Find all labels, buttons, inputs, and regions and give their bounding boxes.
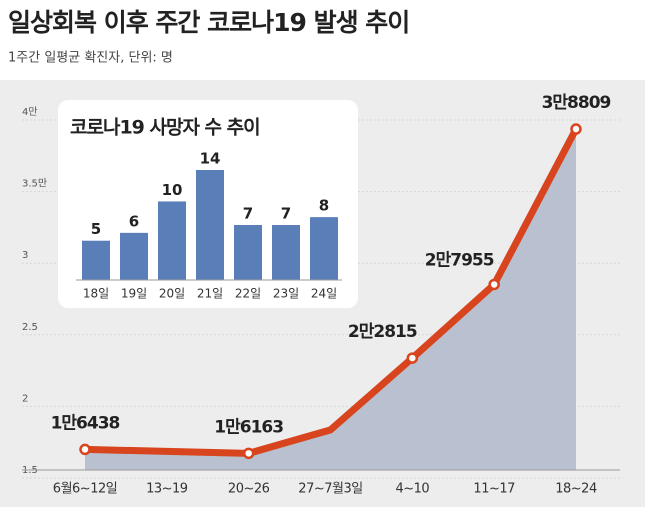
point — [79, 443, 91, 456]
bar — [82, 240, 110, 280]
x-tick-label: 13~19 — [146, 482, 188, 497]
x-tick-label: 11~17 — [473, 482, 515, 497]
bar-category-label: 23일 — [273, 287, 299, 301]
bar-category-label: 22일 — [235, 287, 261, 301]
x-tick-label: 27~7월3일 — [298, 482, 362, 497]
bar — [158, 201, 186, 280]
bar — [272, 225, 300, 280]
point — [242, 447, 255, 460]
title: 일상회복 이후 주간 코로나19 발생 추이 — [8, 8, 409, 37]
x-tick-label: 4~10 — [395, 482, 429, 497]
y-tick-label: 4만 — [22, 106, 38, 118]
x-tick-label: 18~24 — [555, 482, 597, 497]
bar-value-label: 6 — [129, 212, 139, 230]
bar-category-label: 21일 — [197, 287, 223, 301]
point — [406, 352, 419, 364]
value-label: 1만6438 — [51, 413, 120, 433]
bar-value-label: 5 — [91, 220, 101, 238]
y-tick-label: 2.5 — [22, 322, 38, 333]
subtitle: 1주간 일평균 확진자, 단위: 명 — [8, 51, 173, 66]
bar-value-label: 10 — [162, 181, 183, 199]
bar — [310, 217, 338, 280]
bar-value-label: 7 — [281, 205, 291, 223]
bar-value-label: 8 — [319, 197, 329, 215]
bar — [234, 225, 262, 280]
bar — [196, 170, 224, 280]
y-tick-label: 3 — [22, 250, 28, 261]
bar-category-label: 18일 — [83, 287, 109, 301]
value-label: 1만6163 — [214, 417, 283, 437]
x-tick-label: 20~26 — [228, 482, 270, 497]
value-label: 2만7955 — [425, 250, 494, 270]
bar-category-label: 19일 — [121, 287, 147, 301]
bar-value-label: 14 — [200, 150, 221, 168]
y-tick-label: 3.5만 — [22, 178, 47, 190]
bar-category-label: 20일 — [159, 287, 185, 301]
inset-title: 코로나19 사망자 수 추이 — [70, 117, 260, 139]
area — [85, 129, 576, 470]
x-tick-label: 6월6~12일 — [53, 482, 117, 497]
y-tick-label: 2 — [22, 393, 28, 404]
value-label: 3만8809 — [542, 93, 611, 113]
bar-value-label: 7 — [243, 205, 253, 223]
bar — [120, 232, 148, 280]
point — [570, 123, 582, 135]
value-label: 2만2815 — [348, 322, 417, 342]
bar-category-label: 24일 — [311, 287, 337, 301]
point — [488, 278, 500, 291]
